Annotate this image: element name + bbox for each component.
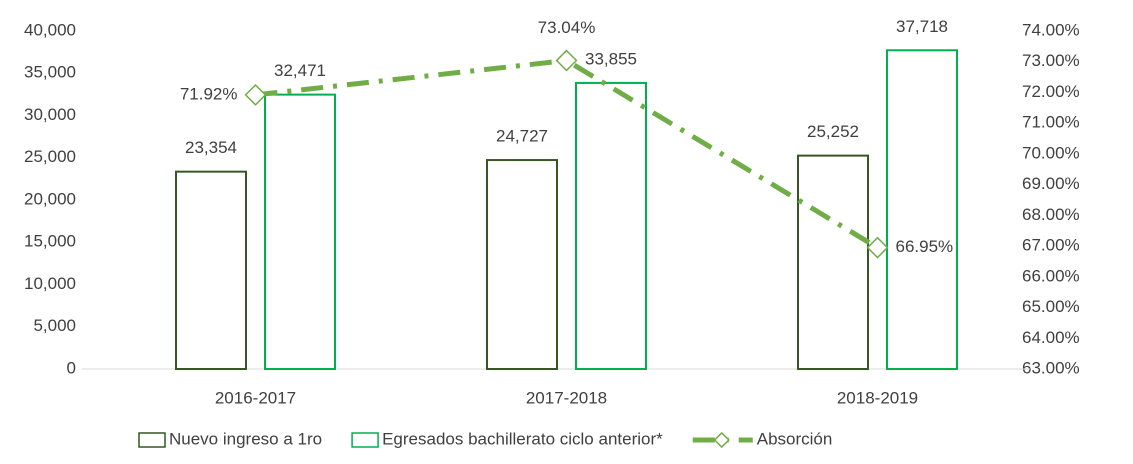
legend-label: Absorción: [757, 429, 833, 448]
legend-swatch: [713, 431, 730, 449]
y2-tick-label: 66.00%: [1022, 266, 1080, 285]
bar: [264, 93, 336, 370]
y-tick-label: 30,000: [24, 105, 76, 124]
line-marker: [244, 83, 267, 106]
y2-tick-label: 71.00%: [1022, 113, 1080, 132]
x-tick-label: 2016-2017: [215, 388, 296, 407]
y-tick-label: 0: [67, 358, 76, 377]
y2-tick-label: 65.00%: [1022, 297, 1080, 316]
y-tick-label: 40,000: [24, 20, 76, 39]
line-marker: [866, 236, 889, 259]
y2-tick-label: 67.00%: [1022, 236, 1080, 255]
y2-tick-label: 72.00%: [1022, 82, 1080, 101]
bar: [886, 49, 958, 371]
data-label: 66.95%: [896, 237, 954, 256]
y-tick-label: 10,000: [24, 274, 76, 293]
y-tick-label: 35,000: [24, 63, 76, 82]
y-tick-label: 25,000: [24, 147, 76, 166]
y2-tick-label: 63.00%: [1022, 358, 1080, 377]
data-label: 33,855: [585, 49, 637, 68]
bar: [797, 154, 869, 370]
bar: [175, 170, 247, 370]
line-marker: [555, 49, 578, 72]
bar: [486, 159, 558, 370]
legend-label: Nuevo ingreso a 1ro: [169, 429, 322, 448]
legend-label: Egresados bachillerato ciclo anterior*: [382, 429, 663, 448]
legend-swatch: [351, 432, 379, 448]
data-label: 73.04%: [538, 18, 596, 37]
data-label: 71.92%: [180, 84, 238, 103]
data-label: 32,471: [274, 61, 326, 80]
x-tick-label: 2018-2019: [837, 388, 918, 407]
y-tick-label: 20,000: [24, 189, 76, 208]
y2-tick-label: 64.00%: [1022, 328, 1080, 347]
line: [255, 57, 879, 250]
y-tick-label: 5,000: [33, 316, 76, 335]
y2-tick-label: 70.00%: [1022, 143, 1080, 162]
legend-swatch: [138, 432, 166, 448]
y-tick-label: 15,000: [24, 232, 76, 251]
x-tick-label: 2017-2018: [526, 388, 607, 407]
data-label: 24,727: [496, 127, 548, 146]
y2-tick-label: 68.00%: [1022, 205, 1080, 224]
data-label: 23,354: [185, 138, 237, 157]
bar: [575, 81, 647, 370]
y2-tick-label: 73.00%: [1022, 51, 1080, 70]
y2-tick-label: 69.00%: [1022, 174, 1080, 193]
data-label: 25,252: [807, 122, 859, 141]
y2-tick-label: 74.00%: [1022, 20, 1080, 39]
data-label: 37,718: [896, 17, 948, 36]
